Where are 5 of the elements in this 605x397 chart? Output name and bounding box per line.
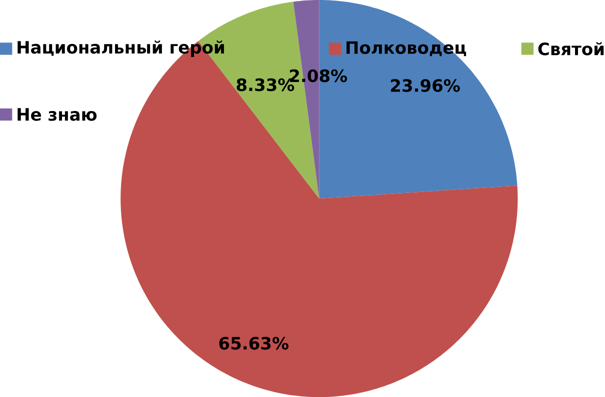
legend-label: Святой (538, 42, 604, 56)
legend-label: Национальный герой (18, 40, 224, 57)
data-label: 23.96% (390, 79, 460, 92)
data-label: 65.63% (219, 336, 288, 350)
legend-label: Не знаю (18, 108, 97, 121)
